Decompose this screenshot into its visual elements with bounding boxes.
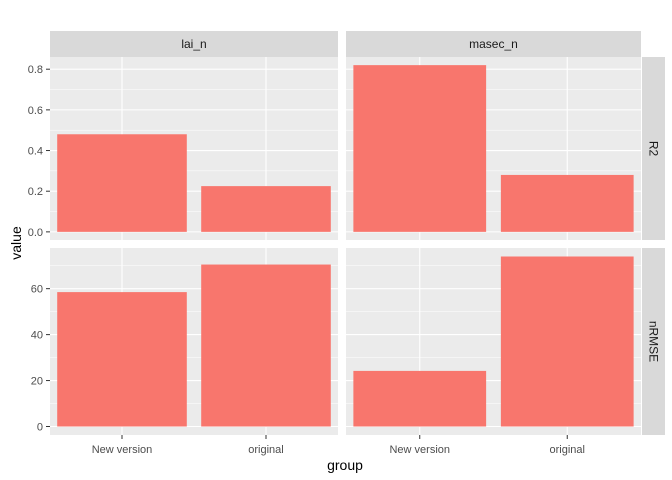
bar-lai-n-nrmse-original — [201, 264, 331, 427]
strip-lai-n-label: lai_n — [181, 37, 206, 51]
x-tick-label-masec-n-new-version: New version — [389, 444, 450, 456]
y-tick-label-r2: 0.4 — [28, 146, 43, 158]
bar-masec-n-nrmse-new-version — [353, 370, 487, 427]
y-tick-label-r2: 0.6 — [28, 105, 43, 117]
bar-masec-n-r2-original — [500, 174, 634, 232]
x-tick-label-lai-n-original: original — [248, 444, 283, 456]
x-axis-title: group — [327, 457, 363, 473]
bar-lai-n-nrmse-new-version — [57, 292, 187, 427]
x-tick-label-masec-n-original: original — [550, 444, 585, 456]
y-tick-label-nrmse: 0 — [37, 422, 43, 434]
y-axis-title: value — [8, 226, 24, 260]
y-tick-label-r2: 0.8 — [28, 64, 43, 76]
strip-r2-label: R2 — [647, 141, 661, 157]
y-tick-label-r2: 0.0 — [28, 227, 43, 239]
bar-lai-n-r2-original — [201, 186, 331, 232]
x-axes: New version original New version original — [92, 435, 585, 456]
bar-lai-n-r2-new-version — [57, 134, 187, 232]
strip-nrmse-label: nRMSE — [647, 321, 661, 362]
facet-panels — [50, 57, 641, 435]
y-tick-label-nrmse: 40 — [31, 330, 43, 342]
column-strips: lai_n masec_n — [50, 31, 641, 57]
y-tick-label-r2: 0.2 — [28, 186, 43, 198]
y-axes: 0.0 0.2 0.4 0.6 0.8 0 20 40 60 — [28, 64, 50, 434]
panel-masec-n-nrmse — [346, 248, 641, 435]
strip-masec-n-label: masec_n — [469, 37, 518, 51]
row-strips: R2 nRMSE — [642, 57, 665, 435]
y-tick-label-nrmse: 60 — [31, 284, 43, 296]
y-tick-label-nrmse: 20 — [31, 376, 43, 388]
strip-masec-n-bg — [346, 31, 641, 57]
panel-lai-n-nrmse — [50, 248, 338, 435]
strip-nrmse-bg — [642, 248, 665, 435]
bar-masec-n-r2-new-version — [353, 65, 487, 232]
strip-lai-n-bg — [50, 31, 338, 57]
panel-masec-n-r2 — [346, 57, 641, 240]
x-tick-label-lai-n-new-version: New version — [92, 444, 153, 456]
bar-masec-n-nrmse-original — [500, 256, 634, 427]
panel-lai-n-r2 — [50, 57, 338, 240]
strip-r2-bg — [642, 57, 665, 240]
